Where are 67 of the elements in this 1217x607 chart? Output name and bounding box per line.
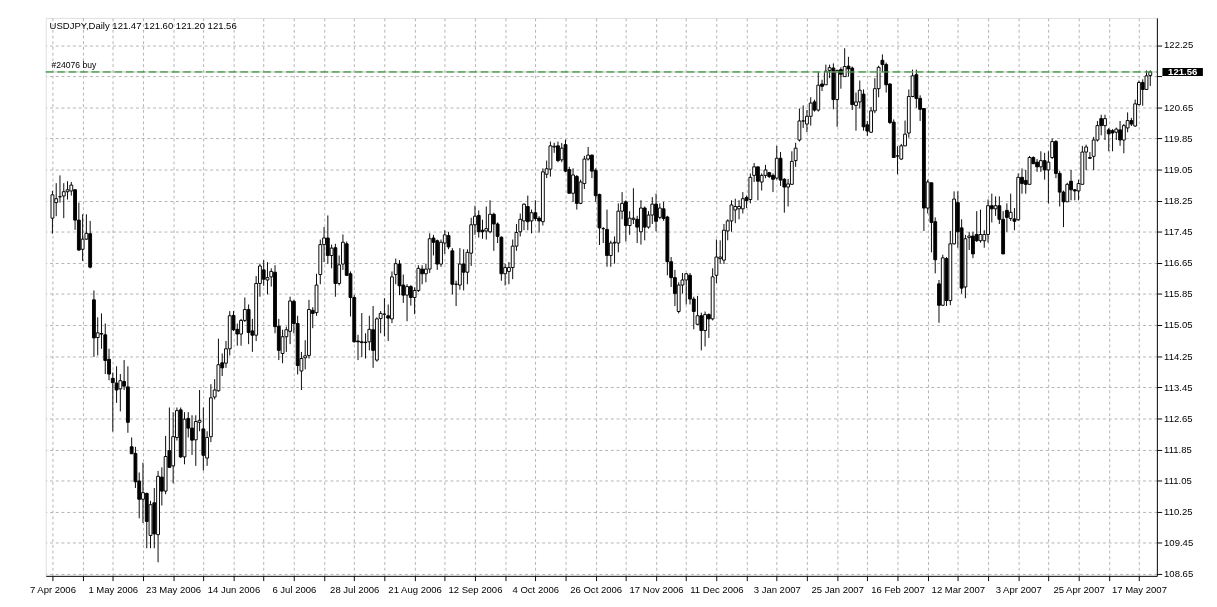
y-tick-label: 115.85 (1164, 288, 1193, 300)
candlestick (631, 187, 636, 225)
y-tick-label: 116.65 (1164, 257, 1193, 269)
candlestick (1035, 158, 1039, 173)
y-tick-label: 114.25 (1164, 350, 1193, 362)
candlestick (654, 193, 658, 232)
candlestick (265, 261, 270, 295)
y-tick-label: 120.65 (1164, 101, 1194, 113)
candlestick (699, 312, 704, 351)
candlestick (703, 310, 707, 347)
candlestick (80, 213, 85, 262)
x-tick-label: 25 Jan 2007 (811, 583, 864, 595)
candlestick (756, 166, 760, 201)
y-tick-label: 122.25 (1164, 39, 1194, 51)
y-tick-label: 119.05 (1164, 163, 1193, 175)
y-tick-label: 117.45 (1164, 226, 1193, 238)
candlestick (484, 206, 489, 241)
candlestick (491, 212, 496, 252)
ref-line-label: #24076 buy (51, 60, 98, 71)
x-tick-label: 7 Apr 2006 (29, 583, 76, 595)
x-tick-label: 4 Oct 2006 (512, 583, 560, 595)
y-tick-label: 119.85 (1164, 132, 1193, 144)
candlestick (141, 462, 145, 524)
y-tick-label: 113.45 (1164, 381, 1193, 393)
x-tick-label: 3 Jan 2007 (753, 583, 801, 595)
x-tick-label: 3 Apr 2007 (995, 583, 1042, 595)
x-tick-label: 25 Apr 2007 (1053, 583, 1105, 595)
x-tick-label: 6 Jul 2006 (272, 583, 317, 595)
ref-line-label: 121.56 (1168, 65, 1198, 77)
candlestick (1069, 169, 1073, 201)
candlestick (325, 214, 330, 265)
candlestick (978, 209, 983, 244)
candlestick (733, 198, 738, 224)
x-tick-label: 17 May 2007 (1111, 583, 1167, 595)
x-tick-label: 23 May 2006 (146, 583, 202, 595)
candlestick (405, 283, 409, 322)
x-tick-label: 21 Aug 2006 (388, 583, 442, 595)
candlestick (737, 199, 741, 220)
x-tick-label: 12 Sep 2006 (448, 583, 503, 595)
candlestick (1118, 120, 1122, 147)
x-tick-label: 11 Dec 2006 (690, 583, 744, 595)
y-tick-label: 111.85 (1164, 443, 1192, 455)
x-tick-label: 14 Jun 2006 (207, 583, 261, 595)
y-tick-label: 112.65 (1164, 412, 1193, 424)
x-tick-label: 28 Jul 2006 (330, 583, 380, 595)
x-tick-label: 16 Feb 2007 (871, 583, 925, 595)
candlestick (797, 108, 802, 143)
x-tick-label: 12 Mar 2007 (931, 583, 986, 595)
x-tick-label: 26 Oct 2006 (570, 583, 623, 595)
y-tick-label: 115.05 (1164, 319, 1193, 331)
candlestick (435, 239, 440, 271)
candlestick (359, 312, 364, 358)
candlestick (1103, 114, 1107, 141)
x-tick-label: 17 Nov 2006 (629, 583, 684, 595)
candlestick (639, 199, 643, 246)
candlestick (650, 196, 655, 225)
y-tick-label: 111.05 (1164, 474, 1192, 486)
y-tick-label: 110.25 (1164, 506, 1193, 518)
y-tick-label: 108.65 (1164, 568, 1194, 580)
candlestick (476, 209, 481, 239)
candlestick (684, 272, 689, 305)
candlestick (1038, 150, 1043, 173)
x-tick-label: 1 May 2006 (88, 583, 139, 595)
chart-title: USDJPY,Daily 121.47 121.60 121.20 121.56 (49, 20, 237, 32)
candlestick (556, 141, 560, 163)
y-tick-label: 109.45 (1164, 537, 1194, 549)
y-tick-label: 118.25 (1164, 195, 1193, 206)
